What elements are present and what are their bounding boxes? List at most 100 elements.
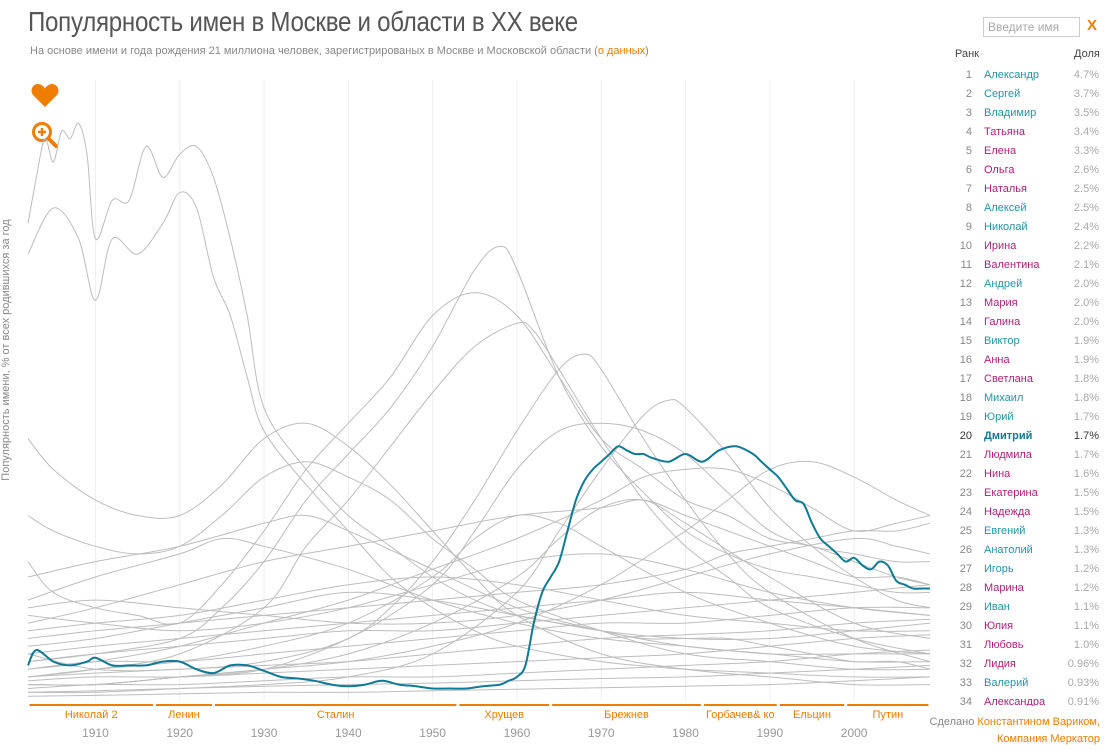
rank-name[interactable]: Наталья xyxy=(984,183,1027,195)
name-series-line[interactable] xyxy=(27,522,931,639)
rank-name[interactable]: Алексей xyxy=(984,202,1027,214)
name-search-input[interactable] xyxy=(983,17,1080,37)
rank-name[interactable]: Екатерина xyxy=(984,487,1038,499)
rank-name[interactable]: Галина xyxy=(984,316,1021,328)
background-name-lines[interactable] xyxy=(27,122,931,697)
ranking-item[interactable]: 29 Иван 1.1% xyxy=(945,597,1105,616)
name-series-line[interactable] xyxy=(27,499,931,624)
ranking-item[interactable]: 22 Нина 1.6% xyxy=(945,464,1105,483)
ranking-item[interactable]: 21 Людмила 1.7% xyxy=(945,445,1105,464)
rank-name[interactable]: Виктор xyxy=(984,335,1020,347)
ranking-item[interactable]: 25 Евгений 1.3% xyxy=(945,521,1105,540)
rank-name[interactable]: Марина xyxy=(984,582,1024,594)
ranking-item[interactable]: 18 Михаил 1.8% xyxy=(945,388,1105,407)
rank-name[interactable]: Юрий xyxy=(984,411,1014,423)
zoom-in-icon[interactable] xyxy=(30,120,60,150)
ranking-item[interactable]: 11 Валентина 2.1% xyxy=(945,255,1105,274)
name-series-line[interactable] xyxy=(27,664,931,693)
rank-name[interactable]: Дмитрий xyxy=(984,430,1033,442)
name-series-line[interactable] xyxy=(27,537,930,655)
ranking-item[interactable]: 14 Галина 2.0% xyxy=(945,312,1105,331)
author-link[interactable]: Константином Вариком, xyxy=(977,716,1100,728)
rank-name[interactable]: Людмила xyxy=(984,449,1032,461)
ranking-list[interactable]: 1 Александр 4.7% 2 Сергей 3.7% 3 Владимир 3.5% 4 Т… xyxy=(945,65,1105,706)
name-series-line[interactable] xyxy=(27,122,931,670)
name-series-line[interactable] xyxy=(27,460,931,686)
rank-name[interactable]: Анатолий xyxy=(984,544,1033,556)
rank-name[interactable]: Любовь xyxy=(984,639,1024,651)
ranking-item[interactable]: 17 Светлана 1.8% xyxy=(945,369,1105,388)
highlight-line-group[interactable] xyxy=(27,445,930,690)
rank-name[interactable]: Анна xyxy=(984,354,1010,366)
ranking-item[interactable]: 9 Николай 2.4% xyxy=(945,217,1105,236)
name-series-line[interactable] xyxy=(27,553,931,632)
rank-name[interactable]: Евгений xyxy=(984,525,1026,537)
ranking-item[interactable]: 24 Надежда 1.5% xyxy=(945,502,1105,521)
name-series-line[interactable] xyxy=(27,634,931,682)
name-series-line[interactable] xyxy=(27,676,931,697)
ranking-item[interactable]: 3 Владимир 3.5% xyxy=(945,103,1105,122)
rank-name[interactable]: Андрей xyxy=(984,278,1023,290)
name-series-line[interactable] xyxy=(27,606,931,670)
rank-name[interactable]: Иван xyxy=(984,601,1010,613)
chart-area[interactable]: Николай 2 Ленин Сталин Хрущев Брежнев Горбаче… xyxy=(0,0,940,751)
ranking-item[interactable]: 2 Сергей 3.7% xyxy=(945,84,1105,103)
rank-name[interactable]: Надежда xyxy=(984,506,1031,518)
rank-name[interactable]: Михаил xyxy=(984,392,1024,404)
ranking-item[interactable]: 16 Анна 1.9% xyxy=(945,350,1105,369)
ranking-item[interactable]: 13 Мария 2.0% xyxy=(945,293,1105,312)
ranking-item[interactable]: 32 Лидия 0.96% xyxy=(945,654,1105,673)
rank-name[interactable]: Сергей xyxy=(984,88,1021,100)
name-series-line[interactable] xyxy=(27,191,931,678)
ranking-item[interactable]: 34 Александра 0.91% xyxy=(945,692,1105,706)
name-series-line[interactable] xyxy=(27,584,931,663)
rank-name[interactable]: Валерий xyxy=(984,677,1029,689)
rank-name[interactable]: Мария xyxy=(984,297,1018,309)
ranking-item[interactable]: 20 Дмитрий 1.7% xyxy=(945,426,1105,445)
ranking-item[interactable]: 23 Екатерина 1.5% xyxy=(945,483,1105,502)
name-series-line[interactable] xyxy=(27,399,931,694)
ranking-item[interactable]: 6 Ольга 2.6% xyxy=(945,160,1105,179)
ranking-item[interactable]: 30 Юлия 1.1% xyxy=(945,616,1105,635)
name-series-line[interactable] xyxy=(27,353,931,686)
name-series-line[interactable] xyxy=(27,245,931,663)
heart-icon[interactable] xyxy=(30,80,60,110)
rank-name[interactable]: Нина xyxy=(984,468,1011,480)
ranking-item[interactable]: 7 Наталья 2.5% xyxy=(945,179,1105,198)
rank-name[interactable]: Николай xyxy=(984,221,1028,233)
name-series-line[interactable] xyxy=(27,591,931,655)
rank-name[interactable]: Владимир xyxy=(984,107,1037,119)
name-series-line[interactable] xyxy=(27,292,931,625)
rank-name[interactable]: Игорь xyxy=(984,563,1014,575)
name-series-line[interactable] xyxy=(27,591,931,647)
ranking-item[interactable]: 10 Ирина 2.2% xyxy=(945,236,1105,255)
rank-name[interactable]: Елена xyxy=(984,145,1017,157)
ranking-item[interactable]: 27 Игорь 1.2% xyxy=(945,559,1105,578)
company-link[interactable]: Компания Меркатор xyxy=(997,733,1100,745)
rank-name[interactable]: Александр xyxy=(984,69,1040,81)
rank-name[interactable]: Александра xyxy=(984,696,1046,706)
rank-name[interactable]: Валентина xyxy=(984,259,1040,271)
rank-name[interactable]: Татьяна xyxy=(984,126,1026,138)
ranking-item[interactable]: 26 Анатолий 1.3% xyxy=(945,540,1105,559)
ranking-item[interactable]: 31 Любовь 1.0% xyxy=(945,635,1105,654)
rank-name[interactable]: Светлана xyxy=(984,373,1033,385)
highlight-series-line[interactable] xyxy=(27,445,930,690)
name-series-line[interactable] xyxy=(27,422,931,672)
rank-name[interactable]: Юлия xyxy=(984,620,1014,632)
ranking-item[interactable]: 8 Алексей 2.5% xyxy=(945,198,1105,217)
ranking-item[interactable]: 4 Татьяна 3.4% xyxy=(945,122,1105,141)
ranking-item[interactable]: 12 Андрей 2.0% xyxy=(945,274,1105,293)
name-series-line[interactable] xyxy=(27,618,931,678)
name-series-line[interactable] xyxy=(27,498,931,686)
ranking-item[interactable]: 19 Юрий 1.7% xyxy=(945,407,1105,426)
name-series-line[interactable] xyxy=(27,649,931,689)
rank-name[interactable]: Ольга xyxy=(984,164,1015,176)
name-series-line[interactable] xyxy=(27,537,931,625)
name-series-line[interactable] xyxy=(27,422,931,686)
about-data-link[interactable]: о данных xyxy=(597,45,646,57)
rank-name[interactable]: Ирина xyxy=(984,240,1017,252)
ranking-item[interactable]: 5 Елена 3.3% xyxy=(945,141,1105,160)
rank-name[interactable]: Лидия xyxy=(984,658,1016,670)
clear-search-button[interactable]: X xyxy=(1087,17,1098,34)
